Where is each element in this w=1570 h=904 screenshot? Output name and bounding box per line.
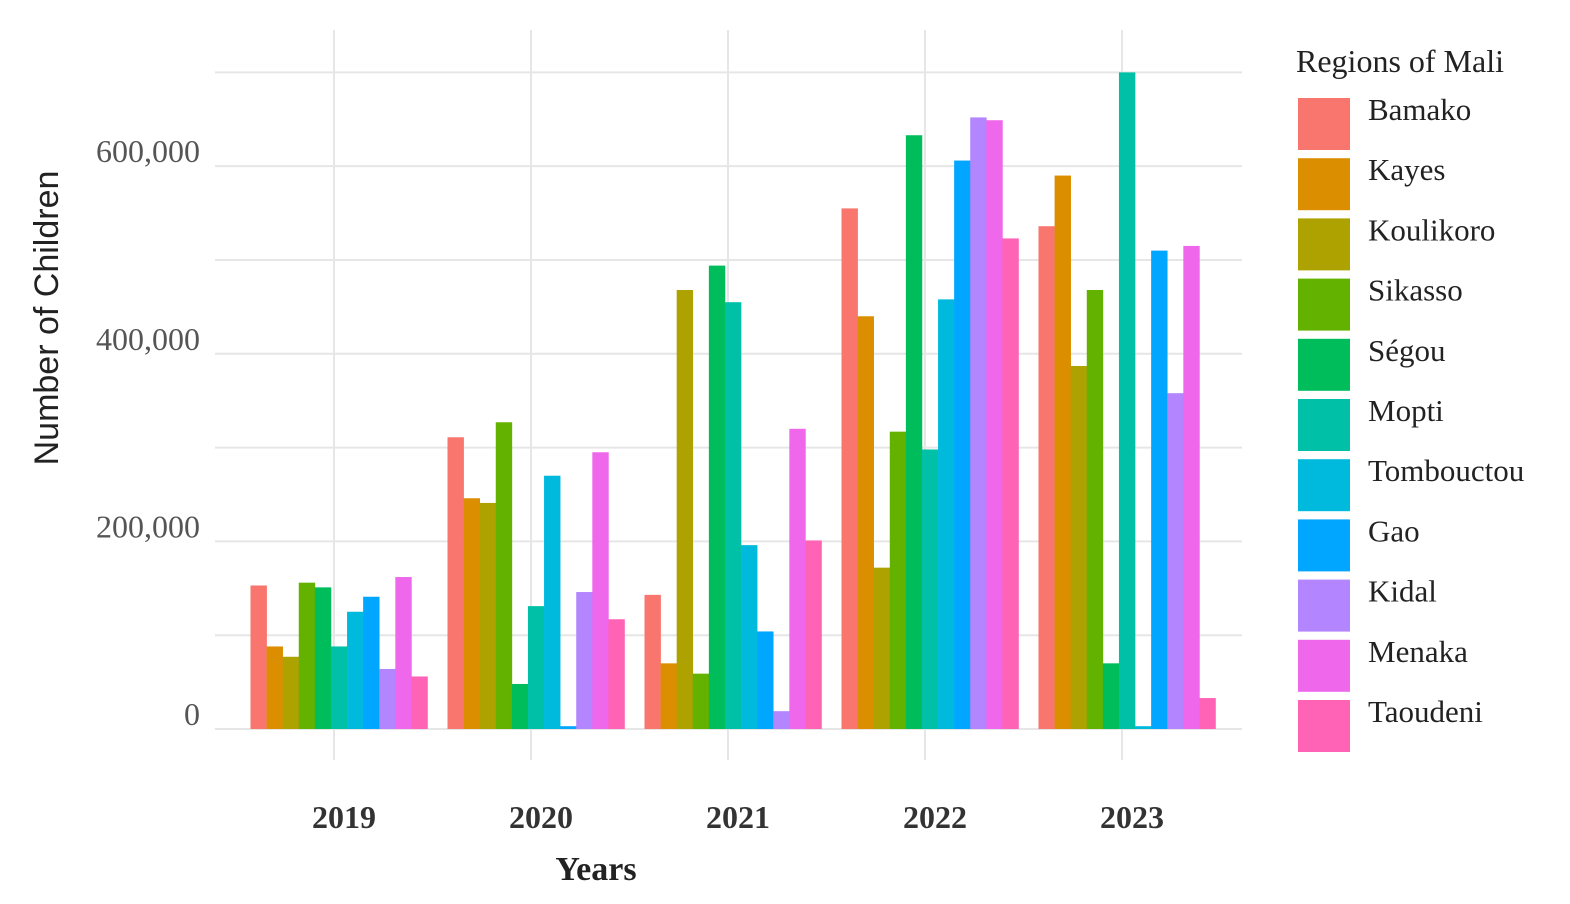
bar-koulikoro-2021 bbox=[676, 290, 694, 729]
bar-taoudeni-2022 bbox=[1002, 238, 1019, 729]
legend-label-kidal: Kidal bbox=[1368, 574, 1437, 609]
bar-kidal-2023 bbox=[1167, 393, 1184, 729]
bar-kidal-2020 bbox=[576, 592, 593, 729]
bars bbox=[250, 72, 1216, 730]
legend-swatch-bamako bbox=[1298, 98, 1350, 150]
bar-bamako-2023 bbox=[1038, 226, 1055, 729]
y-tick-label: 0 bbox=[184, 696, 200, 732]
legend-label-gao: Gao bbox=[1368, 513, 1420, 548]
bar-bamako-2021 bbox=[644, 594, 661, 729]
y-tick-label: 400,000 bbox=[96, 321, 200, 357]
bar-bamako-2020 bbox=[447, 437, 464, 729]
bar-koulikoro-2020 bbox=[479, 502, 497, 729]
bar-tombouctou-2020 bbox=[544, 475, 561, 729]
legend-label-menaka: Menaka bbox=[1368, 634, 1468, 669]
bar-koulikoro-2022 bbox=[873, 567, 891, 729]
bar-menaka-2022 bbox=[986, 120, 1003, 730]
bar-sikasso-2019 bbox=[298, 582, 316, 729]
bar-mopti-2023 bbox=[1118, 72, 1136, 729]
bar-kidal-2019 bbox=[379, 668, 396, 729]
bar-tombouctou-2022 bbox=[938, 299, 955, 729]
x-tick-label: 2021 bbox=[706, 799, 770, 835]
bar-mopti-2019 bbox=[330, 646, 348, 729]
bar-ségou-2019 bbox=[314, 587, 332, 729]
x-tick-label: 2019 bbox=[312, 799, 376, 835]
bar-sikasso-2023 bbox=[1086, 290, 1104, 729]
legend-swatch-koulikoro bbox=[1298, 218, 1350, 271]
legend-label-kayes: Kayes bbox=[1368, 152, 1445, 187]
bar-sikasso-2022 bbox=[889, 431, 907, 729]
legend-title: Regions of Mali bbox=[1296, 43, 1504, 79]
bar-ségou-2022 bbox=[905, 135, 923, 730]
x-tick-label: 2023 bbox=[1100, 799, 1164, 835]
bar-bamako-2019 bbox=[250, 585, 267, 729]
bar-ségou-2021 bbox=[708, 265, 726, 729]
bar-menaka-2019 bbox=[395, 577, 412, 729]
y-axis-title: Number of Children bbox=[28, 171, 66, 466]
bar-mopti-2021 bbox=[724, 302, 742, 729]
bar-gao-2020 bbox=[560, 726, 577, 729]
bar-taoudeni-2020 bbox=[608, 619, 625, 729]
legend-label-bamako: Bamako bbox=[1368, 92, 1471, 127]
bar-bamako-2022 bbox=[841, 208, 858, 729]
bar-tombouctou-2021 bbox=[741, 545, 758, 729]
bar-menaka-2021 bbox=[789, 428, 806, 729]
x-tick-label: 2020 bbox=[509, 799, 573, 835]
bar-kidal-2021 bbox=[773, 711, 790, 729]
bar-koulikoro-2019 bbox=[282, 656, 300, 729]
bar-gao-2022 bbox=[954, 160, 971, 730]
bar-ségou-2020 bbox=[511, 683, 529, 729]
legend-label-koulikoro: Koulikoro bbox=[1368, 212, 1495, 247]
legend-label-sikasso: Sikasso bbox=[1368, 273, 1463, 308]
bar-gao-2023 bbox=[1151, 250, 1168, 730]
bar-tombouctou-2019 bbox=[347, 611, 364, 729]
legend-label-tombouctou: Tombouctou bbox=[1368, 453, 1524, 488]
legend-swatch-sikasso bbox=[1298, 278, 1350, 331]
bar-kayes-2023 bbox=[1054, 175, 1071, 729]
legend-label-mopti: Mopti bbox=[1368, 393, 1444, 428]
bar-ségou-2023 bbox=[1102, 663, 1120, 729]
bar-mopti-2022 bbox=[921, 449, 939, 729]
bar-kayes-2021 bbox=[660, 663, 677, 729]
bar-kayes-2022 bbox=[857, 316, 874, 729]
legend-swatch-menaka bbox=[1298, 639, 1350, 692]
bar-kayes-2020 bbox=[463, 498, 480, 729]
legend-label-taoudeni: Taoudeni bbox=[1368, 694, 1483, 729]
legend-label-ségou: Ségou bbox=[1368, 333, 1446, 368]
bar-sikasso-2020 bbox=[495, 422, 513, 729]
x-axis-title: Years bbox=[555, 851, 636, 888]
bar-taoudeni-2019 bbox=[411, 676, 428, 729]
legend-swatch-gao bbox=[1298, 519, 1350, 572]
legend: Regions of Mali Bamako Kayes Koulikoro Sika… bbox=[1296, 43, 1524, 752]
bar-taoudeni-2023 bbox=[1199, 698, 1216, 729]
legend-swatch-kidal bbox=[1298, 579, 1350, 632]
bar-kidal-2022 bbox=[970, 117, 987, 729]
y-tick-label: 600,000 bbox=[96, 133, 200, 169]
bar-mopti-2020 bbox=[527, 606, 545, 729]
bar-kayes-2019 bbox=[266, 646, 283, 729]
legend-swatch-kayes bbox=[1298, 158, 1350, 211]
x-axis-ticks: 2019 2020 2021 2022 2023 bbox=[312, 799, 1164, 835]
y-axis-ticks: 0 200,000 400,000 600,000 bbox=[96, 133, 200, 732]
legend-swatch-ségou bbox=[1298, 338, 1350, 391]
bar-sikasso-2021 bbox=[692, 673, 710, 729]
bar-taoudeni-2021 bbox=[805, 540, 822, 729]
bar-gao-2021 bbox=[757, 631, 774, 729]
legend-swatch-tombouctou bbox=[1298, 459, 1350, 512]
bar-koulikoro-2023 bbox=[1070, 365, 1088, 729]
y-tick-label: 200,000 bbox=[96, 508, 200, 544]
legend-swatch-taoudeni bbox=[1298, 700, 1350, 752]
legend-swatch-mopti bbox=[1298, 399, 1350, 451]
bar-tombouctou-2023 bbox=[1135, 726, 1152, 729]
bar-gao-2019 bbox=[363, 596, 380, 729]
bar-menaka-2023 bbox=[1183, 245, 1200, 730]
x-tick-label: 2022 bbox=[903, 799, 967, 835]
bar-menaka-2020 bbox=[592, 452, 609, 729]
